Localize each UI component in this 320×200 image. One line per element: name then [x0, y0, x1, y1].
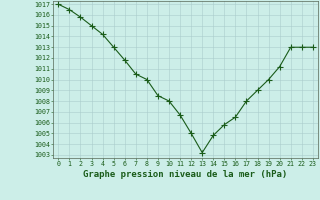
- X-axis label: Graphe pression niveau de la mer (hPa): Graphe pression niveau de la mer (hPa): [84, 170, 288, 179]
